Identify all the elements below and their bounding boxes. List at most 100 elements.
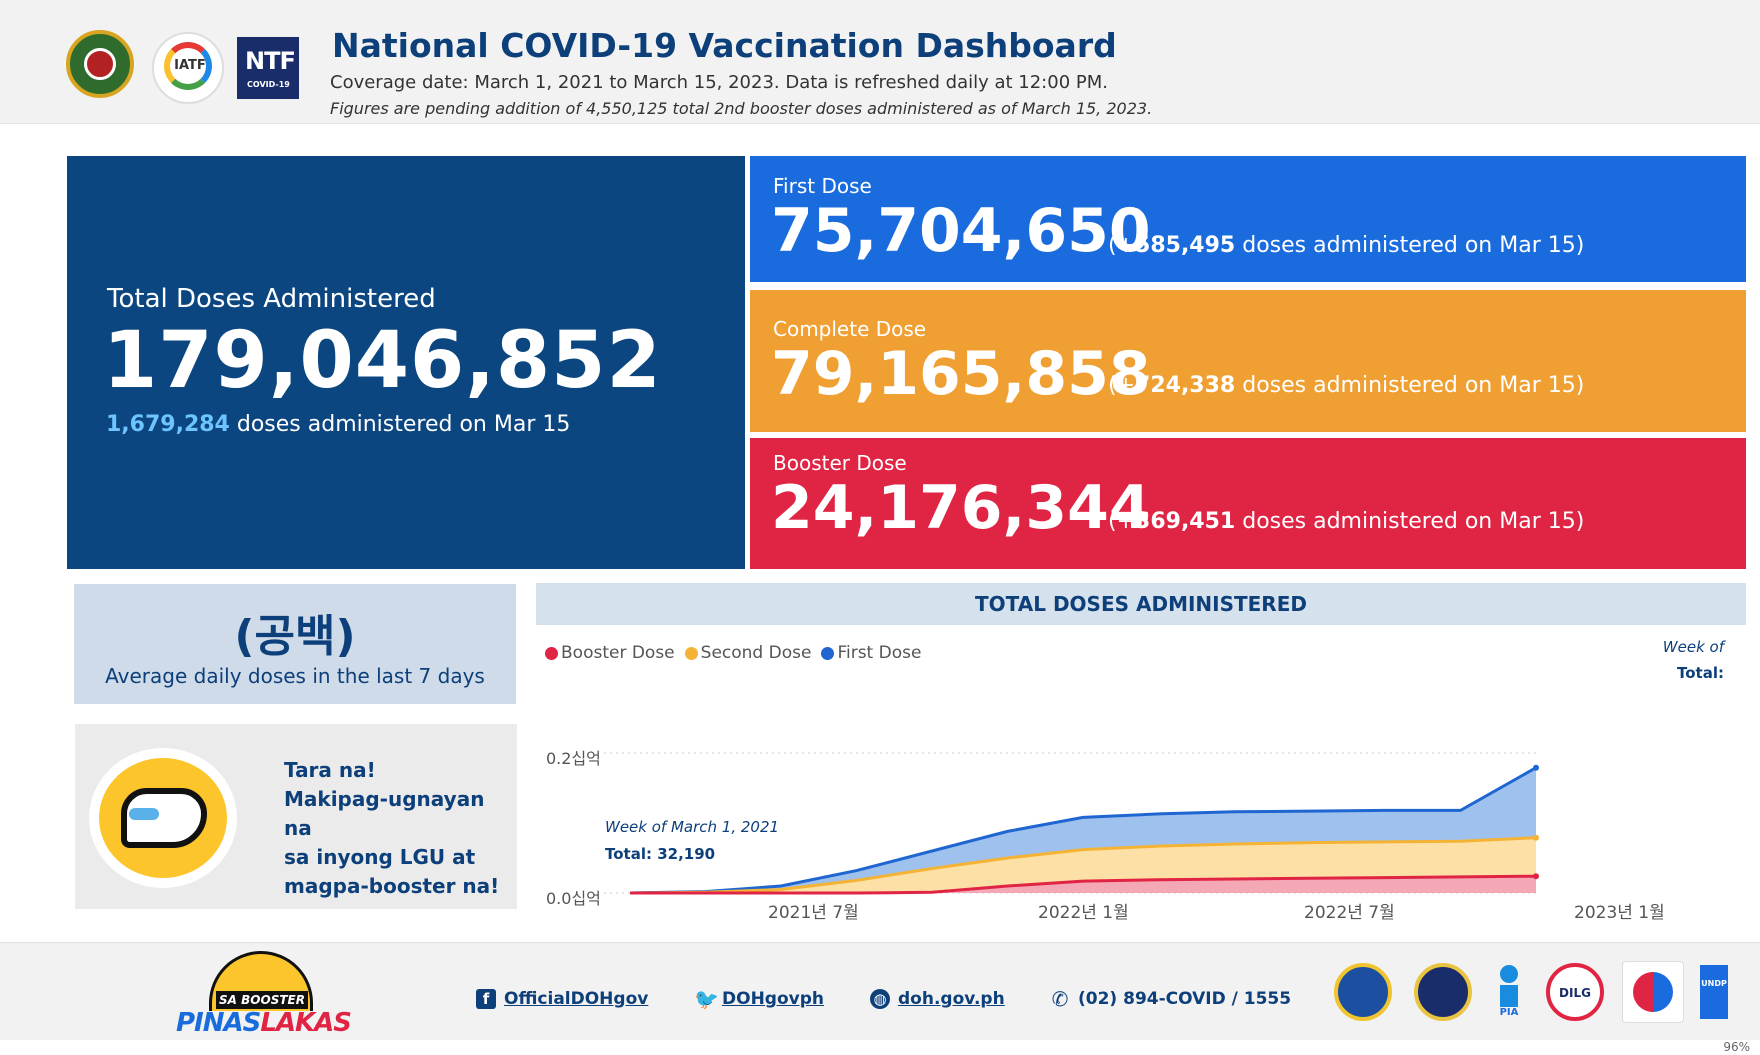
pinaslakas-wordmark: PINASLAKAS bbox=[176, 1008, 352, 1038]
legend-dot-second bbox=[684, 646, 698, 660]
legend-item-second[interactable]: Second Dose bbox=[684, 643, 812, 663]
legend-label-booster: Booster Dose bbox=[561, 643, 675, 663]
chart-legend: Booster Dose Second Dose First Dose bbox=[545, 643, 921, 663]
dilg-seal-text: DILG bbox=[1559, 986, 1591, 1000]
facebook-link[interactable]: f OfficialDOHgov bbox=[476, 989, 648, 1009]
pinaslakas-logo: SA BOOSTER PINASLAKAS bbox=[176, 951, 352, 1038]
iatf-logo-text: IATF bbox=[174, 58, 206, 73]
twitter-link-text: DOHgovph bbox=[722, 989, 824, 1009]
page-title: National COVID-19 Vaccination Dashboard bbox=[332, 26, 1117, 65]
legend-item-booster[interactable]: Booster Dose bbox=[545, 643, 675, 663]
area-booster-dose[interactable] bbox=[630, 876, 1536, 893]
booster-dose-delta: (+369,451 doses administered on Mar 15) bbox=[1108, 509, 1584, 534]
undp-logo: UNDP bbox=[1700, 965, 1728, 1019]
pinaslakas-badge-top: SA BOOSTER bbox=[216, 991, 308, 1009]
average-daily-value: (공백) bbox=[234, 611, 356, 662]
first-dose-label: First Dose bbox=[773, 174, 872, 198]
point-second-dose bbox=[1533, 834, 1539, 841]
booster-dose-label: Booster Dose bbox=[773, 451, 907, 475]
pcoo-seal-logo bbox=[1334, 963, 1392, 1021]
legend-dot-booster bbox=[545, 646, 558, 660]
pinaslakas-word-a: PINAS bbox=[176, 1008, 261, 1038]
promo-line-4: magpa-booster na! bbox=[284, 874, 500, 898]
booster-dose-delta-suffix: doses administered on Mar 15) bbox=[1242, 509, 1585, 534]
complete-dose-delta-value: 724,338 bbox=[1135, 373, 1236, 398]
flexed-arm-icon bbox=[89, 748, 237, 888]
undp-logo-text: UNDP bbox=[1701, 979, 1727, 988]
promo-line-3: sa inyong LGU at bbox=[284, 845, 476, 869]
x-tick-1: 2021년 7월 bbox=[768, 903, 859, 923]
x-tick-3: 2022년 7월 bbox=[1304, 903, 1395, 923]
booster-dose-value: 24,176,344 bbox=[771, 473, 1151, 543]
tooltip-week: Week of bbox=[1662, 638, 1724, 656]
booster-dose-delta-value: 369,451 bbox=[1135, 509, 1236, 534]
point-booster-dose bbox=[1533, 873, 1539, 880]
booster-dose-card: Booster Dose 24,176,344 (+369,451 doses … bbox=[750, 438, 1746, 569]
footer: SA BOOSTER PINASLAKAS f OfficialDOHgov 🐦… bbox=[0, 942, 1760, 1040]
total-daily-line: 1,679,284 doses administered on Mar 15 bbox=[106, 412, 570, 437]
y-tick-bottom: 0.0십억 bbox=[546, 889, 601, 908]
iatf-logo: IATF bbox=[152, 32, 224, 104]
total-doses-card: Total Doses Administered 179,046,852 1,6… bbox=[67, 156, 745, 569]
hotline-text: (02) 894-COVID / 1555 bbox=[1078, 989, 1292, 1009]
twitter-link[interactable]: 🐦 DOHgovph bbox=[694, 989, 824, 1009]
facebook-icon: f bbox=[476, 989, 496, 1009]
dilg-seal-logo: DILG bbox=[1546, 963, 1604, 1021]
legend-label-second: Second Dose bbox=[700, 643, 812, 663]
twitter-icon: 🐦 bbox=[694, 987, 719, 1011]
chart-annotation-week: Week of March 1, 2021 bbox=[605, 818, 780, 836]
facebook-link-text: OfficialDOHgov bbox=[504, 989, 649, 1009]
ntf-logo-text: NTF bbox=[245, 47, 296, 75]
average-daily-card: (공백) Average daily doses in the last 7 d… bbox=[74, 584, 516, 704]
total-daily-value: 1,679,284 bbox=[106, 412, 230, 437]
x-tick-4: 2023년 1월 bbox=[1574, 903, 1665, 923]
pia-logo: PIA bbox=[1494, 963, 1524, 1021]
legend-item-first[interactable]: First Dose bbox=[821, 643, 921, 663]
legend-dot-first bbox=[821, 646, 835, 660]
flag-seal-logo bbox=[1622, 961, 1684, 1023]
pia-logo-text: PIA bbox=[1499, 1007, 1519, 1018]
government-seal-logo bbox=[1414, 963, 1472, 1021]
doh-seal-logo bbox=[66, 30, 134, 98]
complete-dose-delta-suffix: doses administered on Mar 15) bbox=[1242, 373, 1585, 398]
y-tick-top: 0.2십억 bbox=[546, 749, 601, 768]
header: IATF NTF COVID-19 National COVID-19 Vacc… bbox=[0, 0, 1760, 124]
ntf-logo: NTF COVID-19 bbox=[237, 37, 299, 99]
first-dose-card: First Dose 75,704,650 (+585,495 doses ad… bbox=[750, 156, 1746, 282]
total-daily-suffix: doses administered on Mar 15 bbox=[236, 412, 571, 437]
pending-note: Figures are pending addition of 4,550,12… bbox=[330, 99, 1153, 118]
area-chart[interactable] bbox=[536, 735, 1746, 905]
booster-promo-card: Tara na! Makipag-ugnayan na sa inyong LG… bbox=[75, 724, 517, 909]
first-dose-value: 75,704,650 bbox=[771, 196, 1151, 266]
website-link-text: doh.gov.ph bbox=[898, 989, 1005, 1009]
total-doses-label: Total Doses Administered bbox=[107, 284, 436, 314]
promo-text: Tara na! Makipag-ugnayan na sa inyong LG… bbox=[284, 756, 514, 901]
total-doses-value: 179,046,852 bbox=[103, 316, 662, 406]
promo-line-1: Tara na! bbox=[284, 758, 376, 782]
first-dose-delta-suffix: doses administered on Mar 15) bbox=[1242, 233, 1585, 258]
phone-icon: ✆ bbox=[1051, 987, 1069, 1011]
coverage-date: Coverage date: March 1, 2021 to March 15… bbox=[330, 72, 1108, 93]
complete-dose-delta-prefix: (+ bbox=[1108, 373, 1136, 398]
hotline: ✆ (02) 894-COVID / 1555 bbox=[1050, 989, 1291, 1009]
first-dose-delta-value: 585,495 bbox=[1135, 233, 1236, 258]
legend-label-first: First Dose bbox=[837, 643, 922, 663]
complete-dose-label: Complete Dose bbox=[773, 317, 927, 341]
website-link[interactable]: ◍ doh.gov.ph bbox=[870, 989, 1005, 1009]
x-tick-2: 2022년 1월 bbox=[1038, 903, 1129, 923]
globe-icon: ◍ bbox=[870, 989, 890, 1009]
chart-title: TOTAL DOSES ADMINISTERED bbox=[536, 583, 1746, 625]
tooltip-total: Total: bbox=[1677, 664, 1724, 682]
first-dose-delta-prefix: (+ bbox=[1108, 233, 1136, 258]
zoom-level: 96% bbox=[1723, 1040, 1750, 1054]
complete-dose-value: 79,165,858 bbox=[771, 339, 1151, 409]
promo-line-2: Makipag-ugnayan na bbox=[284, 787, 485, 840]
chart-annotation-total: Total: 32,190 bbox=[605, 845, 716, 863]
ntf-logo-subtext: COVID-19 bbox=[247, 80, 290, 89]
first-dose-delta: (+585,495 doses administered on Mar 15) bbox=[1108, 233, 1584, 258]
complete-dose-card: Complete Dose 79,165,858 (+724,338 doses… bbox=[750, 290, 1746, 432]
average-daily-label: Average daily doses in the last 7 days bbox=[105, 664, 485, 688]
complete-dose-delta: (+724,338 doses administered on Mar 15) bbox=[1108, 373, 1584, 398]
pinaslakas-word-b: LAKAS bbox=[260, 1008, 352, 1038]
point-first-dose bbox=[1533, 764, 1539, 771]
